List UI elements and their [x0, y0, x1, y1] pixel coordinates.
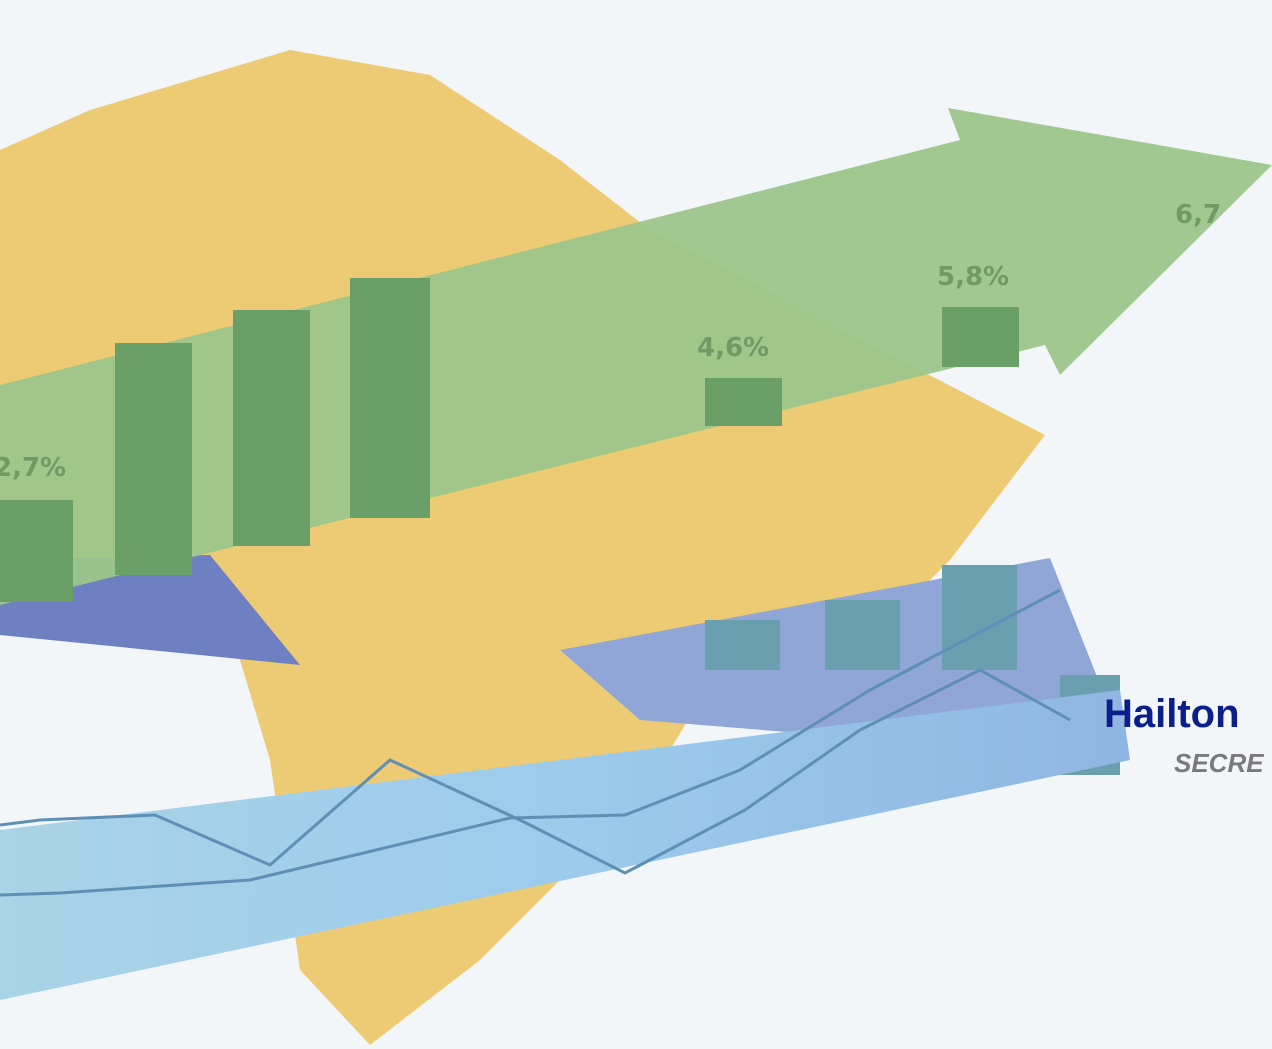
light-blue-band	[0, 690, 1130, 1000]
bar	[942, 307, 1019, 367]
value-label: 2,7%	[0, 453, 66, 483]
bar	[942, 565, 1017, 670]
bar	[350, 278, 430, 518]
bar	[705, 620, 780, 670]
trend-line	[0, 588, 1061, 897]
presenter-name: Hailton	[1104, 692, 1240, 736]
value-label: 5,8%	[937, 262, 1009, 292]
presenter-role: SECRE	[1174, 748, 1264, 778]
bar	[233, 310, 310, 546]
value-label: 4,6%	[697, 333, 769, 363]
value-label: 6,7	[1175, 200, 1221, 230]
bar	[0, 500, 73, 602]
bar	[705, 378, 782, 426]
bar	[825, 600, 900, 670]
green-bars	[0, 278, 1019, 602]
bar	[115, 343, 192, 575]
green-arrow	[0, 108, 1272, 605]
trend-line	[0, 668, 1071, 875]
map-shape	[0, 50, 1045, 1045]
